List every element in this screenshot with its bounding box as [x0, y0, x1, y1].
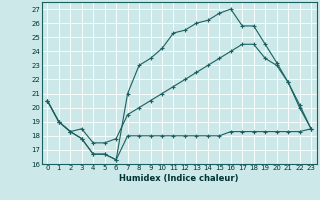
X-axis label: Humidex (Indice chaleur): Humidex (Indice chaleur) [119, 174, 239, 183]
